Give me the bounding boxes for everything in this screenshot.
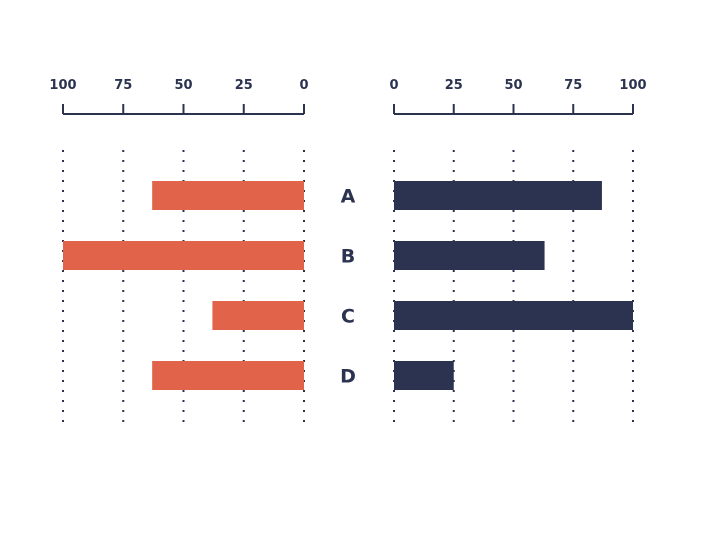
right-tick-label-50: 50 <box>504 78 522 93</box>
bar-right-d <box>394 361 454 390</box>
left-tick-label-100: 100 <box>49 78 76 93</box>
right-tick-label-75: 75 <box>564 78 582 93</box>
bar-left-d <box>152 361 304 390</box>
category-label-a: A <box>341 186 356 208</box>
bar-right-b <box>394 241 545 270</box>
right-tick-label-100: 100 <box>619 78 646 93</box>
right-tick-label-0: 0 <box>389 78 398 93</box>
axes: 100 75 50 25 0 0 25 50 75 100 <box>49 78 647 115</box>
left-tick-label-0: 0 <box>299 78 308 93</box>
category-label-c: C <box>341 306 355 328</box>
category-labels: A B C D <box>340 186 356 388</box>
category-label-d: D <box>340 366 356 388</box>
bar-left-b <box>63 241 304 270</box>
bar-left-c <box>212 301 304 330</box>
category-label-b: B <box>341 246 355 268</box>
bar-right-a <box>394 181 602 210</box>
left-tick-label-25: 25 <box>235 78 253 93</box>
left-tick-label-50: 50 <box>174 78 192 93</box>
right-tick-label-25: 25 <box>445 78 463 93</box>
bars <box>63 181 633 390</box>
bar-left-a <box>152 181 304 210</box>
left-tick-label-75: 75 <box>114 78 132 93</box>
bar-right-c <box>394 301 633 330</box>
